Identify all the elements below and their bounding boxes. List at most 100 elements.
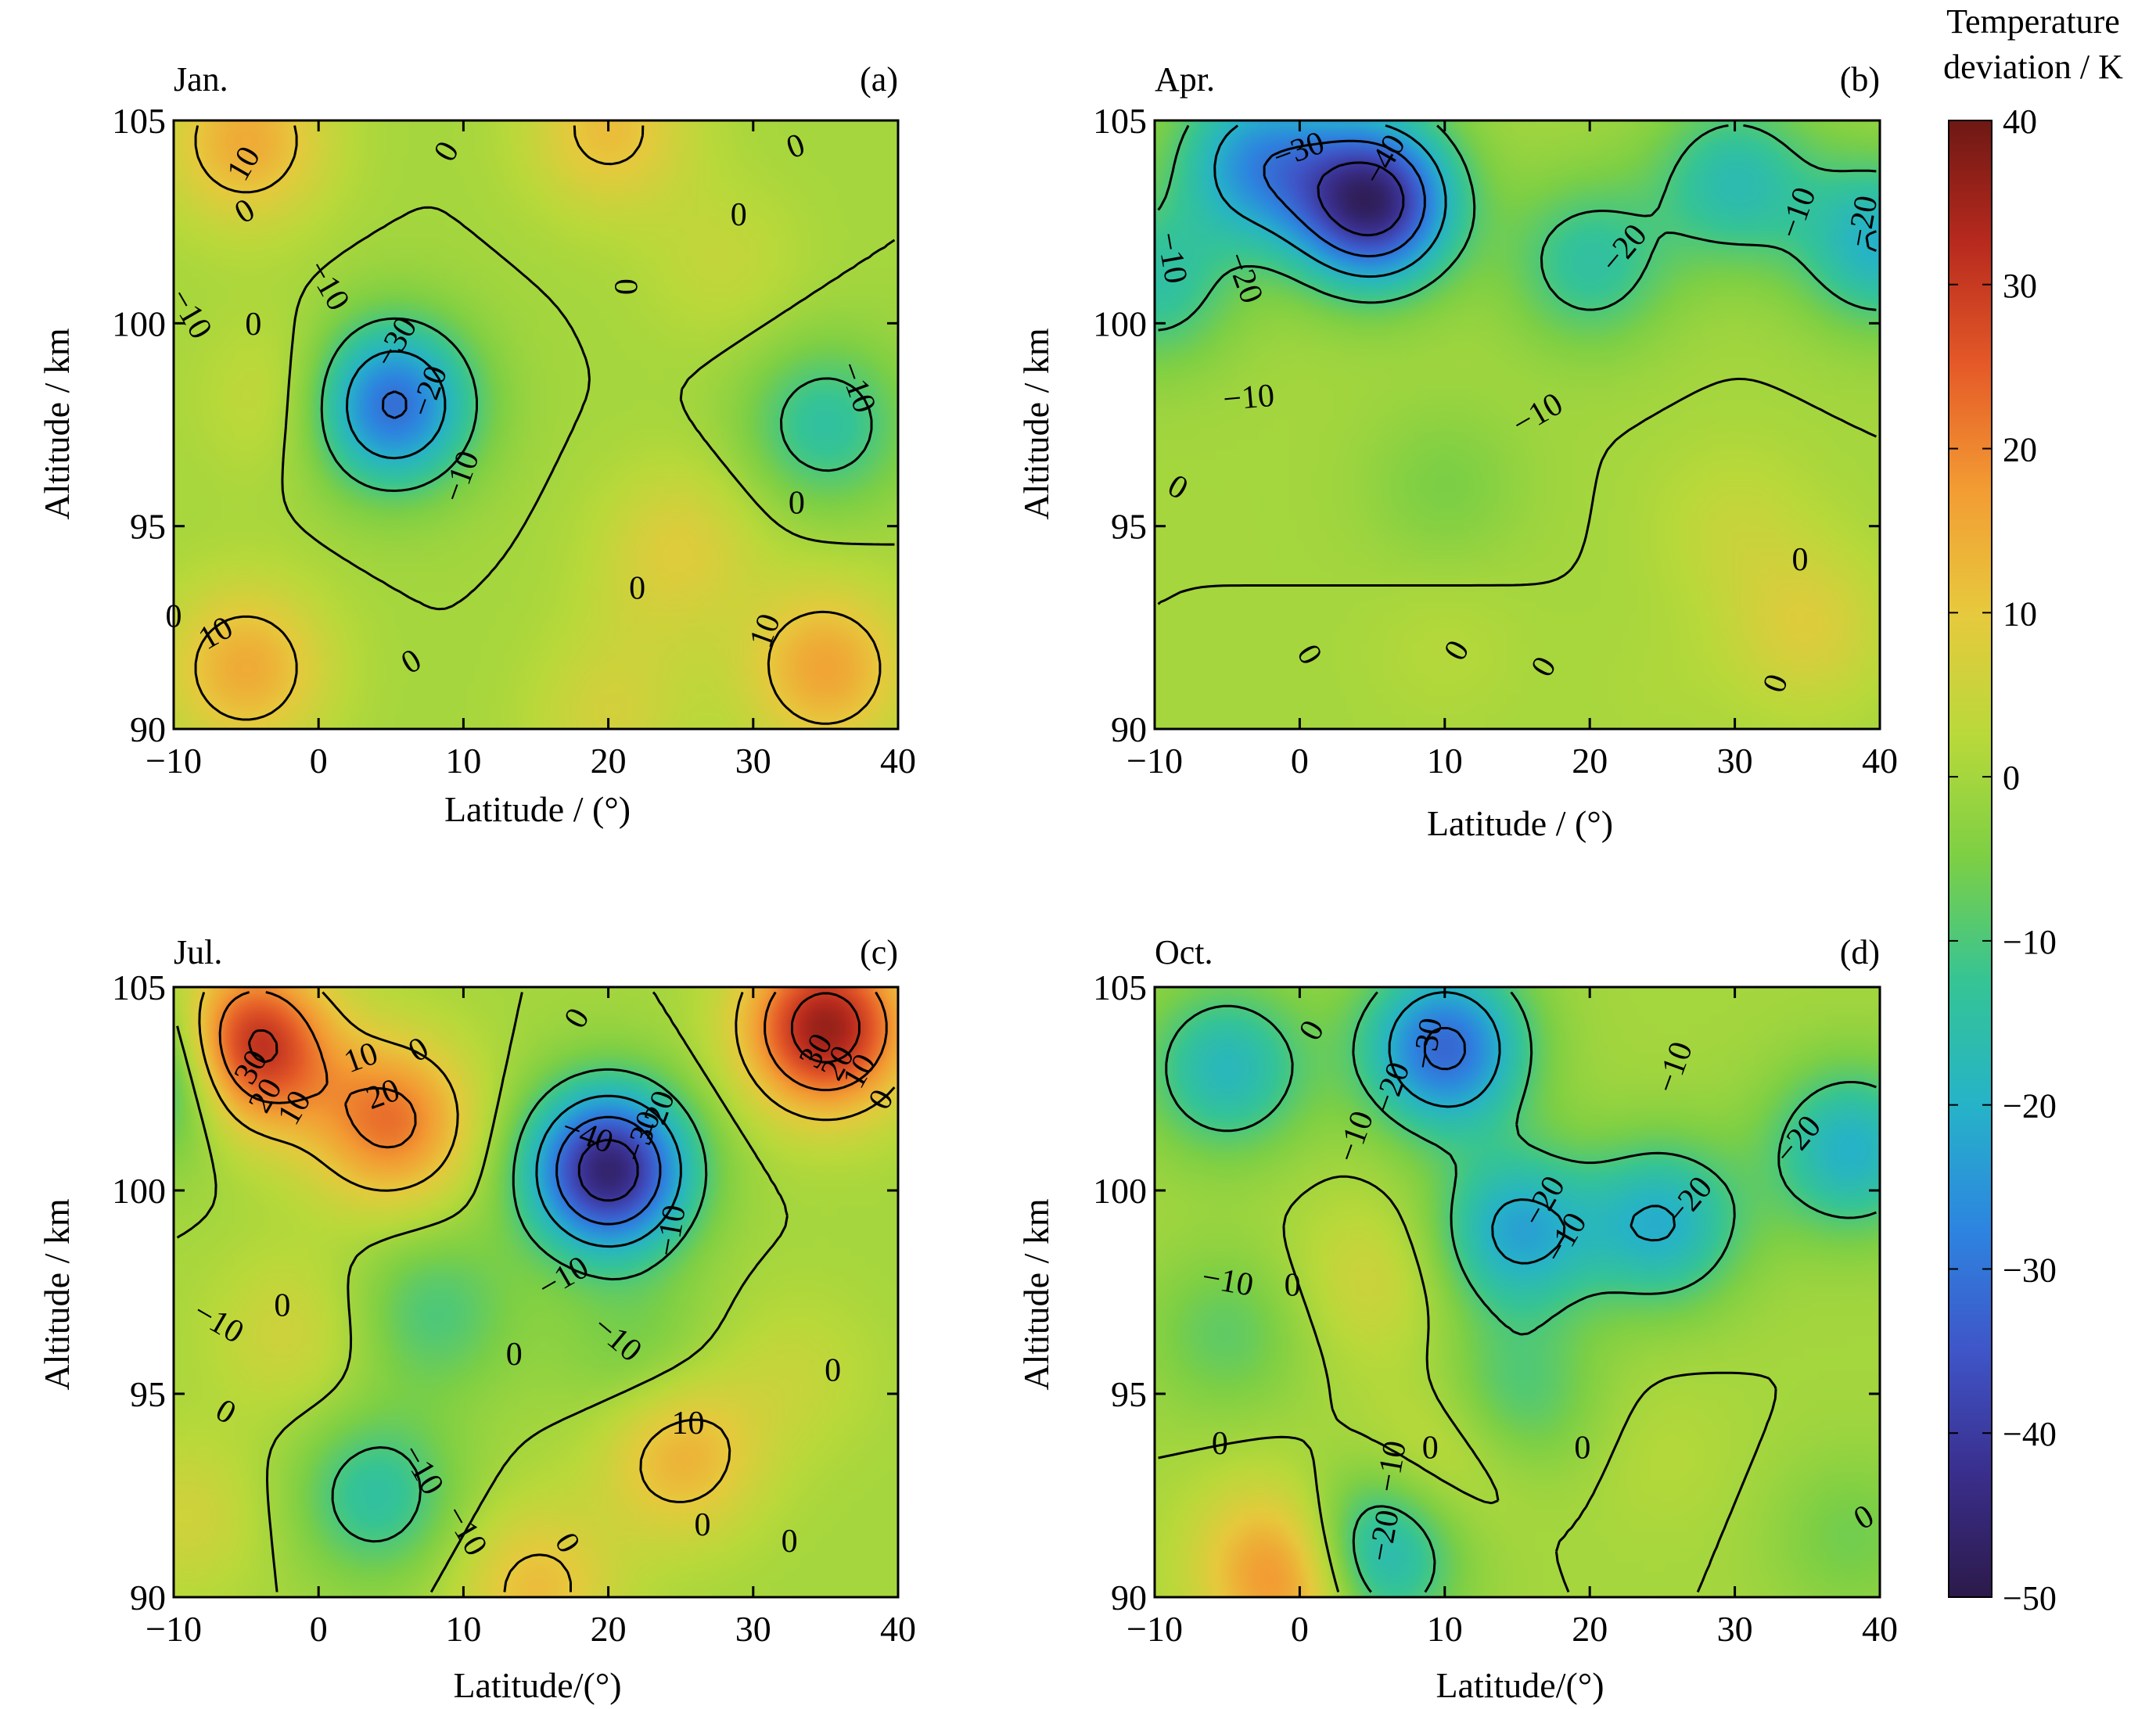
- contour-label: −10: [1149, 229, 1194, 286]
- contour-label: 0: [506, 1337, 523, 1373]
- contour-line: [198, 991, 896, 1592]
- contour-label: 0: [782, 1524, 798, 1560]
- contour-line: [346, 350, 447, 460]
- month-label: Jul.: [174, 933, 222, 971]
- contour-label: 0: [607, 278, 643, 295]
- x-tick-label: 10: [1427, 1609, 1463, 1649]
- contour-line: [320, 317, 873, 492]
- colorbar-tick-label: 20: [2003, 431, 2037, 469]
- y-tick-label: 105: [1093, 968, 1147, 1007]
- contour-label: 0: [1574, 1430, 1590, 1466]
- colorbar-tick-label: −40: [2003, 1415, 2057, 1453]
- x-tick-label: 20: [1572, 1609, 1608, 1649]
- x-axis-label: Latitude / (°): [444, 789, 631, 829]
- x-tick-label: 0: [1291, 1609, 1309, 1649]
- colorbar-tick-label: 30: [2003, 267, 2037, 305]
- x-tick-label: 0: [1291, 741, 1309, 781]
- colorbar-tick-label: 40: [2003, 102, 2037, 141]
- contour-line: [194, 125, 882, 725]
- y-tick-label: 105: [112, 968, 166, 1007]
- contour-line: [1388, 991, 1676, 1265]
- x-tick-label: 30: [1717, 1609, 1753, 1649]
- contour-line: [1158, 1175, 1777, 1593]
- y-axis-label: Altitude / km: [37, 328, 77, 520]
- x-axis-label: Latitude/(°): [453, 1665, 621, 1705]
- contour-line: [218, 991, 888, 1149]
- contour-label: −10: [1221, 378, 1275, 418]
- contour-label: −10: [1369, 1438, 1414, 1495]
- x-tick-label: 40: [880, 1609, 916, 1649]
- month-label: Oct.: [1155, 933, 1213, 971]
- contour-line: [1423, 1027, 1466, 1071]
- contour-line: [577, 1139, 639, 1202]
- y-tick-label: 95: [130, 507, 166, 547]
- temperature-field: [174, 120, 898, 729]
- contour-lines: [176, 991, 896, 1593]
- month-label: Jan.: [174, 60, 228, 99]
- y-tick-label: 90: [130, 709, 166, 749]
- contour-label: 0: [789, 485, 805, 521]
- x-tick-label: −10: [146, 1609, 202, 1649]
- panel-apr: Apr. (b) Latitude / (°) Altitude / km −3…: [1016, 60, 1898, 843]
- y-tick-label: 100: [1093, 303, 1147, 343]
- y-tick-label: 95: [1111, 507, 1147, 547]
- y-axis-label: Altitude / km: [37, 1198, 77, 1391]
- colorbar: Temperature deviation / K 40 30 20 10 0 −10 −2…: [1943, 2, 2123, 1617]
- y-tick-label: 90: [1111, 1578, 1147, 1617]
- contour-line: [1157, 124, 1877, 332]
- contour-label: −10: [649, 1202, 693, 1259]
- contour-line: [331, 1068, 708, 1543]
- x-tick-label: 30: [1717, 741, 1753, 781]
- colorbar-tick-label: 0: [2003, 759, 2020, 797]
- panel-label: (a): [860, 60, 898, 99]
- contour-label: −10: [1199, 1259, 1256, 1304]
- panel-label: (c): [860, 933, 898, 971]
- contour-line: [1317, 161, 1405, 237]
- contour-line: [281, 206, 896, 611]
- panel-label: (b): [1840, 60, 1880, 99]
- x-tick-label: −10: [1127, 741, 1183, 781]
- plot-frame: [1153, 119, 1881, 731]
- contour-line: [1165, 991, 1877, 1593]
- contour-line: [555, 1115, 662, 1226]
- colorbar-title-line-2: deviation / K: [1943, 48, 2123, 86]
- panel-jan: Jan. (a) Latitude / (°) Altitude / km 10…: [37, 60, 916, 829]
- contour-label: 0: [731, 197, 747, 233]
- colorbar-tick-label: 10: [2003, 594, 2037, 633]
- x-axis-label: Latitude / (°): [1427, 803, 1613, 843]
- panel-label: (d): [1840, 933, 1880, 971]
- panel-jul: Jul. (c) Latitude/(°) Altitude / km 30 20…: [37, 933, 916, 1705]
- colorbar-gradient: [1948, 120, 1993, 1598]
- contour-line: [535, 1094, 682, 1248]
- contour-label: −20: [1841, 193, 1885, 250]
- contour-label: 0: [245, 307, 261, 343]
- x-tick-label: 30: [735, 1609, 771, 1649]
- x-tick-label: 40: [1862, 741, 1898, 781]
- y-tick-label: 105: [112, 101, 166, 141]
- contour-label: −20: [1362, 1507, 1407, 1564]
- x-tick-label: 30: [735, 741, 771, 781]
- contour-label: 0: [694, 1507, 710, 1543]
- contour-line: [1263, 139, 1426, 258]
- contour-line: [382, 390, 408, 419]
- x-tick-label: 20: [1572, 741, 1608, 781]
- temperature-field: [1155, 987, 1880, 1597]
- contour-line: [1213, 124, 1877, 278]
- colorbar-ticks: 40 30 20 10 0 −10 −20 −30 −40 −50: [1949, 102, 2057, 1617]
- y-tick-label: 90: [130, 1578, 166, 1617]
- y-tick-label: 95: [1111, 1374, 1147, 1414]
- temperature-field: [1155, 120, 1880, 729]
- x-tick-label: 10: [445, 1609, 481, 1649]
- temperature-field: [174, 987, 898, 1597]
- x-tick-label: 0: [310, 1609, 328, 1649]
- x-tick-label: 10: [1427, 741, 1463, 781]
- y-tick-label: 100: [112, 1171, 166, 1211]
- contour-label: 0: [629, 570, 645, 606]
- x-tick-label: 0: [310, 741, 328, 781]
- colorbar-tick-label: −50: [2003, 1579, 2057, 1617]
- y-tick-label: 105: [1093, 101, 1147, 141]
- contour-line: [1157, 377, 1878, 605]
- x-tick-label: 20: [591, 1609, 627, 1649]
- contour-line: [248, 992, 861, 1064]
